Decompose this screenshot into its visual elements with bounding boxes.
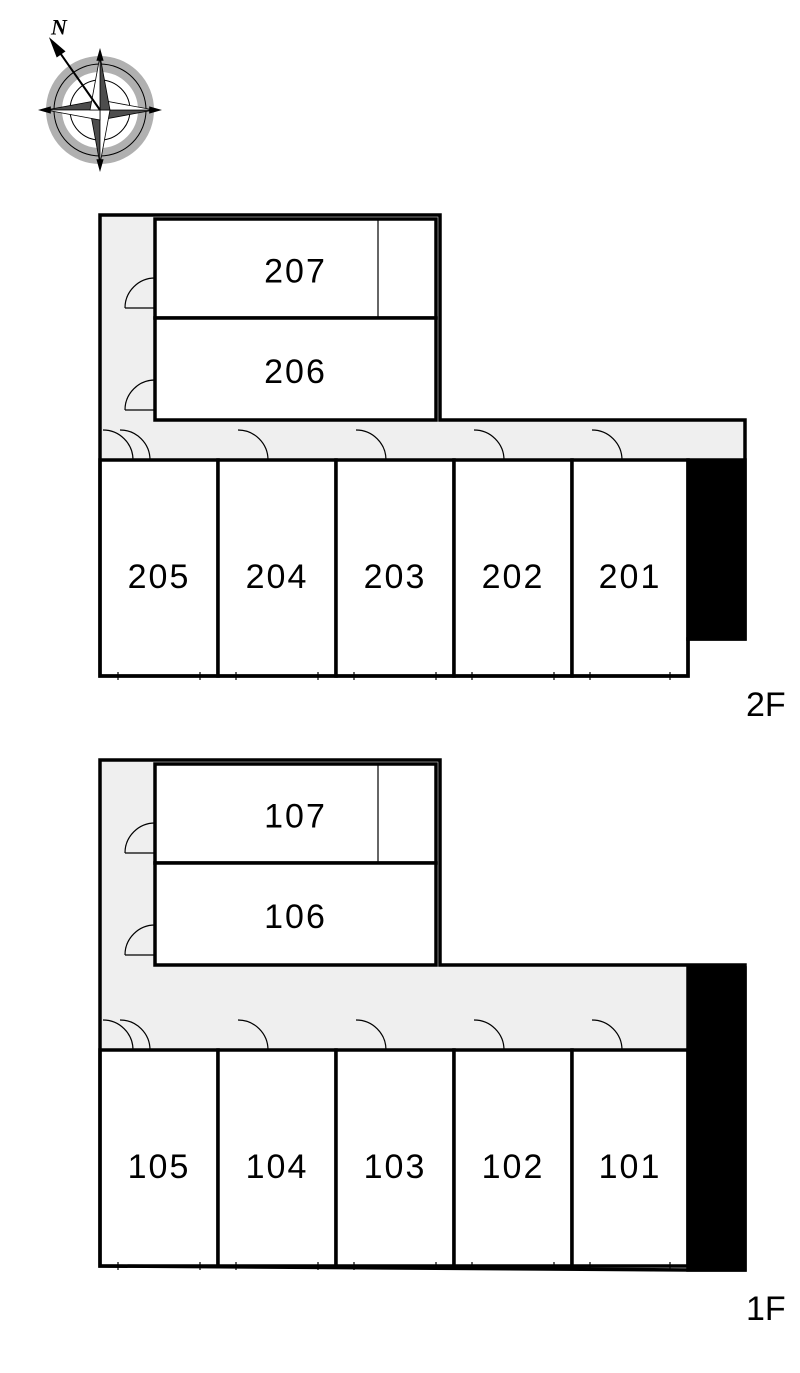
room-label: 204	[246, 558, 309, 596]
floor-label: 2F	[746, 686, 786, 724]
room-label: 107	[264, 797, 327, 835]
room-label: 203	[364, 558, 427, 596]
room-label: 106	[264, 898, 327, 936]
stairwell	[688, 460, 745, 639]
room-label: 104	[246, 1148, 309, 1186]
room-label: 205	[128, 558, 191, 596]
floorplan-diagram: N 207 206 205 204 203 202 201 2F 107 106 105 104 103 1…	[0, 0, 800, 1373]
room-label: 102	[482, 1148, 545, 1186]
room-label: 206	[264, 353, 327, 391]
room-label: 207	[264, 252, 327, 290]
stairwell	[688, 968, 745, 1270]
room-label: 101	[599, 1148, 662, 1186]
room-label: 103	[364, 1148, 427, 1186]
compass-north-label: N	[50, 15, 68, 40]
room-label: 105	[128, 1148, 191, 1186]
floor-label: 1F	[746, 1290, 786, 1328]
room-label: 202	[482, 558, 545, 596]
room-label: 201	[599, 558, 662, 596]
